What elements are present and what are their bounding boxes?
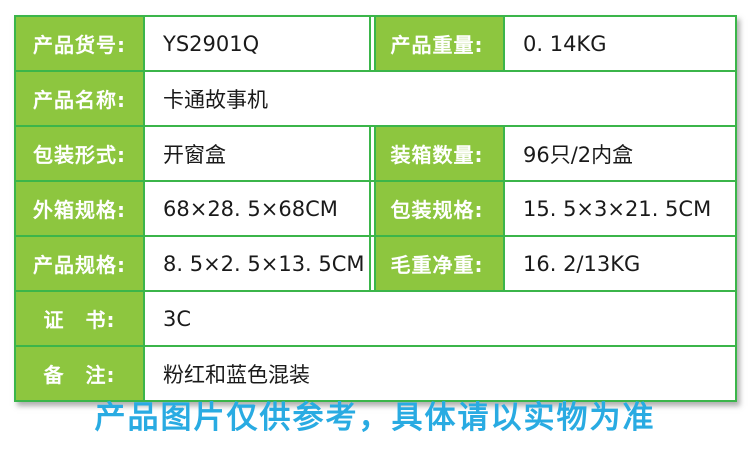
carton-quantity-value: 96只/2内盒 [503,125,737,182]
remarks-value: 粉红和蓝色混装 [143,345,737,402]
certificate-value: 3C [143,290,737,347]
product-weight-value: 0. 14KG [503,15,737,72]
table-row: 包装形式: 开窗盒 装箱数量: 96只/2内盒 [14,125,737,182]
packaging-size-value: 15. 5×3×21. 5CM [503,180,737,237]
remarks-label: 备 注: [14,345,145,402]
gross-net-weight-label: 毛重净重: [369,235,505,292]
gross-net-weight-value: 16. 2/13KG [503,235,737,292]
product-size-value: 8. 5×2. 5×13. 5CM [143,235,371,292]
table-row: 证 书: 3C [14,290,737,347]
outer-carton-size-value: 68×28. 5×68CM [143,180,371,237]
table-row: 产品名称: 卡通故事机 [14,70,737,127]
table-row: 产品规格: 8. 5×2. 5×13. 5CM 毛重净重: 16. 2/13KG [14,235,737,292]
product-sku-label: 产品货号: [14,15,145,72]
product-spec-table: 产品货号: YS2901Q 产品重量: 0. 14KG 产品名称: 卡通故事机 … [14,15,737,402]
disclaimer-text: 产品图片仅供参考，具体请以实物为准 [94,400,656,436]
table-row: 产品货号: YS2901Q 产品重量: 0. 14KG [14,15,737,72]
outer-carton-size-label: 外箱规格: [14,180,145,237]
packaging-type-value: 开窗盒 [143,125,371,182]
packaging-type-label: 包装形式: [14,125,145,182]
certificate-label: 证 书: [14,290,145,347]
table-row: 备 注: 粉红和蓝色混装 [14,345,737,402]
product-sku-value: YS2901Q [143,15,371,72]
product-name-value: 卡通故事机 [143,70,737,127]
table-row: 外箱规格: 68×28. 5×68CM 包装规格: 15. 5×3×21. 5C… [14,180,737,237]
product-size-label: 产品规格: [14,235,145,292]
packaging-size-label: 包装规格: [369,180,505,237]
product-name-label: 产品名称: [14,70,145,127]
carton-quantity-label: 装箱数量: [369,125,505,182]
product-weight-label: 产品重量: [369,15,505,72]
